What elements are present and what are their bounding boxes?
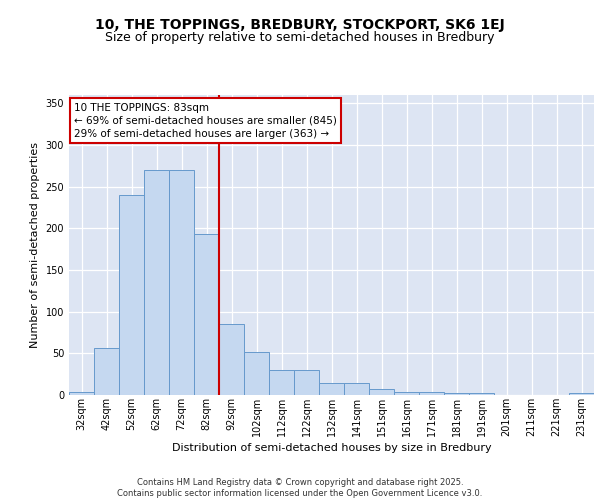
X-axis label: Distribution of semi-detached houses by size in Bredbury: Distribution of semi-detached houses by …: [172, 442, 491, 452]
Bar: [369, 389, 394, 395]
Text: 10, THE TOPPINGS, BREDBURY, STOCKPORT, SK6 1EJ: 10, THE TOPPINGS, BREDBURY, STOCKPORT, S…: [95, 18, 505, 32]
Bar: [94, 348, 119, 395]
Bar: [569, 394, 594, 395]
Bar: [444, 392, 469, 395]
Bar: [344, 382, 369, 395]
Bar: [69, 392, 94, 395]
Bar: [169, 170, 194, 395]
Y-axis label: Number of semi-detached properties: Number of semi-detached properties: [30, 142, 40, 348]
Bar: [194, 234, 219, 395]
Bar: [294, 370, 319, 395]
Text: 10 THE TOPPINGS: 83sqm
← 69% of semi-detached houses are smaller (845)
29% of se: 10 THE TOPPINGS: 83sqm ← 69% of semi-det…: [74, 102, 337, 139]
Text: Contains HM Land Registry data © Crown copyright and database right 2025.
Contai: Contains HM Land Registry data © Crown c…: [118, 478, 482, 498]
Bar: [419, 392, 444, 395]
Bar: [244, 352, 269, 395]
Bar: [119, 195, 144, 395]
Text: Size of property relative to semi-detached houses in Bredbury: Size of property relative to semi-detach…: [105, 31, 495, 44]
Bar: [469, 392, 494, 395]
Bar: [319, 382, 344, 395]
Bar: [144, 170, 169, 395]
Bar: [394, 392, 419, 395]
Bar: [219, 324, 244, 395]
Bar: [269, 370, 294, 395]
